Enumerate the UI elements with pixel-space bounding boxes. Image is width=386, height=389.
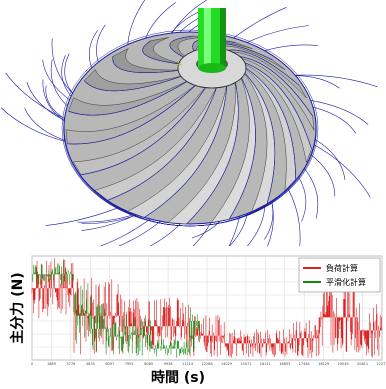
blade-toolpath bbox=[169, 35, 194, 60]
x-tick-label: 6097 bbox=[105, 362, 114, 366]
x-tick-labels: 0 1889 3778 4833 6097 7991 8085 9938 11114 12288 1… bbox=[31, 362, 386, 366]
legend-label-load-calc: 負荷計算 bbox=[326, 263, 358, 273]
x-tick-label: 0 bbox=[31, 362, 33, 366]
spindle-shaft bbox=[198, 8, 226, 73]
series-smoothed-calc bbox=[31, 261, 200, 358]
blade-toolpath bbox=[144, 83, 228, 218]
x-tick-label: 18129 bbox=[318, 362, 329, 366]
impeller-blades bbox=[65, 35, 315, 225]
blade-toolpath bbox=[80, 85, 208, 176]
blade-toolpath bbox=[142, 40, 184, 65]
impeller-3d-image: × bbox=[1, 0, 378, 276]
x-tick-label: 3778 bbox=[66, 362, 75, 366]
chart-legend: 負荷計算 平滑化計算 bbox=[298, 257, 381, 293]
force-chart-svg: 主分力 (N) 0 1889 3778 4833 6097 7991 8085 9938 111… bbox=[0, 246, 386, 386]
x-tick-label: 1889 bbox=[47, 362, 56, 366]
series-load-calc-line bbox=[31, 258, 382, 358]
tool-marker: × bbox=[176, 59, 183, 68]
blade-toolpath bbox=[84, 75, 184, 92]
x-tick-label: 14029 bbox=[221, 362, 232, 366]
x-tick-label: 7991 bbox=[125, 362, 134, 366]
blade-toolpath bbox=[68, 80, 190, 116]
x-tick-label: 16111 bbox=[260, 362, 271, 366]
x-tick-label: 8085 bbox=[144, 362, 153, 366]
blade-toolpath bbox=[107, 85, 218, 201]
blade-toolpath bbox=[228, 75, 256, 220]
x-tick-label: 17484 bbox=[299, 362, 311, 366]
series-smoothed-calc-line bbox=[31, 261, 200, 358]
x-tick-label: 12288 bbox=[201, 362, 212, 366]
blade-toolpath bbox=[112, 56, 183, 73]
blade-toolpath bbox=[241, 69, 276, 204]
x-tick-label: 11114 bbox=[182, 362, 194, 366]
x-tick-label: 20049 bbox=[338, 362, 349, 366]
series-load-calc bbox=[31, 258, 382, 358]
x-tick-label: 22271 bbox=[376, 362, 386, 366]
y-axis-label: 主分力 (N) bbox=[9, 272, 26, 343]
x-tick-label: 15071 bbox=[240, 362, 251, 366]
x-tick-label: 9938 bbox=[164, 362, 173, 366]
blade-toolpath bbox=[240, 64, 296, 180]
blade-toolpath bbox=[186, 80, 239, 225]
blade-toolpath bbox=[234, 59, 312, 149]
legend-label-smoothed-calc: 平滑化計算 bbox=[326, 277, 366, 287]
x-tick-label: 20811 bbox=[357, 362, 368, 366]
force-chart: 主分力 (N) 0 1889 3778 4833 6097 7991 8085 9938 111… bbox=[0, 246, 386, 386]
x-tick-label: 16853 bbox=[279, 362, 290, 366]
impeller-render: × bbox=[1, 0, 378, 276]
x-axis-label: 時間 (s) bbox=[151, 369, 205, 385]
blade-toolpath bbox=[67, 83, 198, 145]
x-tick-label: 4833 bbox=[86, 362, 95, 366]
impeller-hub-disk bbox=[63, 31, 317, 225]
